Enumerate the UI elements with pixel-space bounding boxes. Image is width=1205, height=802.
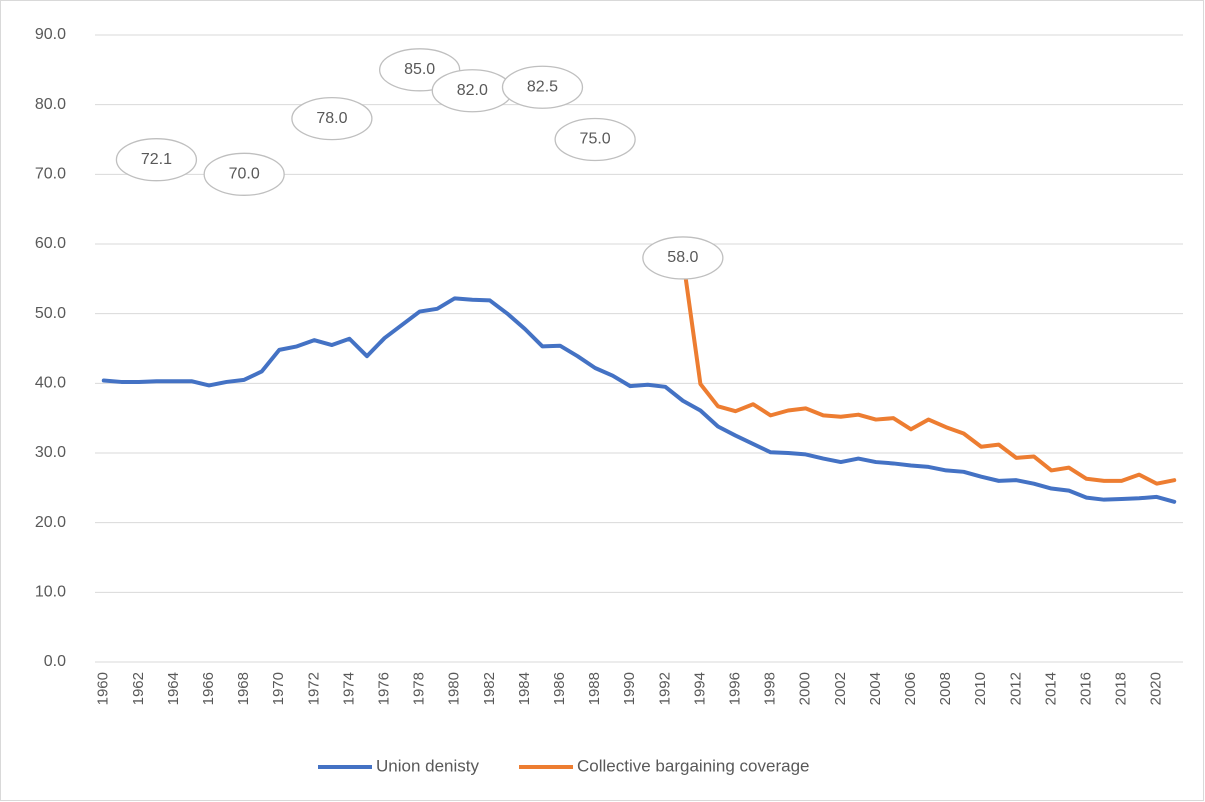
data-label-bubble (642, 236, 724, 280)
x-tick-label: 1976 (376, 672, 393, 705)
y-tick-label: 20.0 (35, 514, 66, 531)
data-label-bubble (291, 96, 373, 141)
series-line (101, 296, 1177, 504)
y-tick-label: 30.0 (35, 444, 66, 461)
x-tick-label: 2008 (937, 672, 954, 705)
x-tick-label: 2002 (832, 672, 849, 705)
x-tick-label: 2016 (1077, 672, 1094, 705)
legend-label: Union denisty (376, 756, 480, 775)
x-tick-label: 2010 (972, 672, 989, 705)
x-tick-label: 1964 (165, 672, 182, 705)
x-tick-label: 2018 (1113, 672, 1130, 705)
x-tick-label: 2006 (902, 672, 919, 705)
data-label: 58.0 (667, 249, 698, 266)
y-tick-label: 10.0 (35, 584, 66, 601)
series-line (680, 255, 1177, 486)
data-label: 75.0 (580, 131, 611, 148)
y-tick-label: 40.0 (35, 375, 66, 392)
data-label-bubble (501, 65, 584, 109)
x-tick-label: 2012 (1007, 672, 1024, 705)
data-label: 70.0 (229, 166, 260, 183)
y-tick-label: 50.0 (35, 305, 66, 322)
x-tick-label: 1994 (691, 672, 708, 705)
x-tick-label: 1992 (656, 672, 673, 705)
x-tick-label: 1988 (586, 672, 603, 705)
x-tick-label: 1998 (762, 672, 779, 705)
x-tick-label: 1990 (621, 672, 638, 705)
x-tick-label: 1960 (95, 672, 112, 705)
x-tick-label: 1984 (516, 672, 533, 705)
y-tick-label: 80.0 (35, 96, 66, 113)
x-tick-label: 1972 (305, 672, 322, 705)
x-tick-label: 2014 (1042, 672, 1059, 705)
x-tick-label: 1996 (726, 672, 743, 705)
y-tick-label: 60.0 (35, 235, 66, 252)
legend-label: Collective bargaining coverage (577, 756, 809, 775)
x-tick-label: 1970 (270, 672, 287, 705)
data-label-bubble (203, 152, 285, 196)
data-label: 82.0 (457, 82, 488, 99)
x-tick-label: 2000 (797, 672, 814, 705)
x-tick-label: 1978 (411, 672, 428, 705)
data-label-bubble (554, 117, 636, 162)
data-label: 78.0 (316, 110, 347, 127)
data-label: 72.1 (141, 151, 172, 168)
x-tick-label: 1966 (200, 672, 217, 705)
x-tick-label: 1986 (551, 672, 568, 705)
y-tick-label: 0.0 (44, 653, 66, 670)
y-tick-label: 70.0 (35, 166, 66, 183)
x-tick-label: 1968 (235, 672, 252, 705)
x-tick-label: 1974 (340, 672, 357, 705)
y-tick-label: 90.0 (35, 26, 66, 43)
data-label-bubble (115, 138, 198, 182)
x-tick-label: 1962 (130, 672, 147, 705)
x-tick-label: 1982 (481, 672, 498, 705)
x-tick-label: 1980 (446, 672, 463, 705)
data-label: 82.5 (527, 78, 558, 95)
x-tick-label: 2020 (1148, 672, 1165, 705)
data-label: 85.0 (404, 61, 435, 78)
x-tick-label: 2004 (867, 672, 884, 705)
